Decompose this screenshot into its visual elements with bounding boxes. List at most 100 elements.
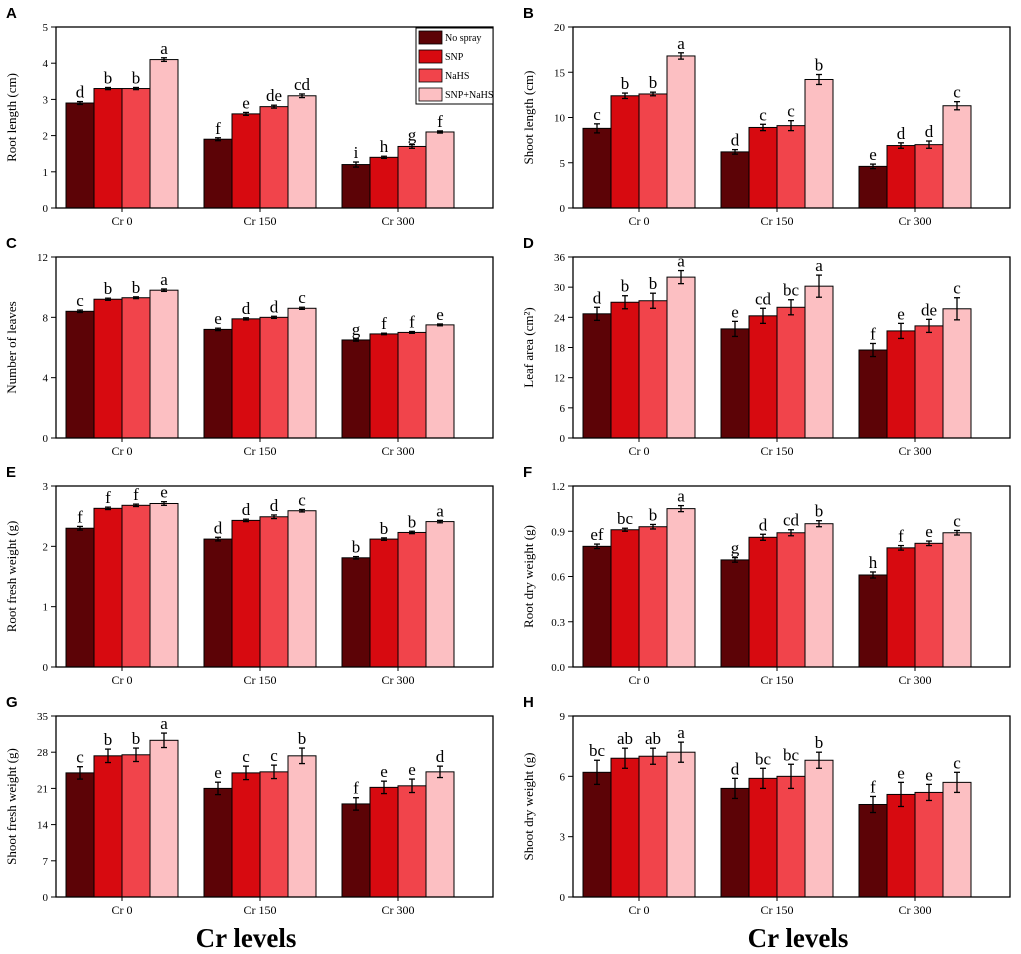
plot-frame xyxy=(572,256,1011,439)
panel-letter: D xyxy=(523,235,534,252)
significance-letter: c xyxy=(76,748,84,767)
x-tick-label: Cr 150 xyxy=(761,444,794,458)
bar xyxy=(886,330,916,439)
bar xyxy=(582,313,612,439)
plot-frame xyxy=(572,485,1011,668)
bar xyxy=(341,339,371,439)
significance-letter: f xyxy=(105,488,111,507)
significance-letter: a xyxy=(677,252,685,271)
y-axis-label: Root dry weight (g) xyxy=(521,525,536,628)
significance-letter: e xyxy=(214,763,222,782)
significance-letter: a xyxy=(815,256,823,275)
y-tick-label: 0 xyxy=(560,892,566,904)
x-tick-label: Cr 150 xyxy=(761,903,794,917)
significance-letter: b xyxy=(104,279,113,298)
significance-letter: c xyxy=(298,491,306,510)
y-tick-label: 3 xyxy=(43,94,49,106)
significance-letter: b xyxy=(649,274,658,293)
x-tick-label: Cr 150 xyxy=(244,444,277,458)
significance-letter: f xyxy=(215,119,221,138)
bar xyxy=(776,125,806,209)
x-tick-label: Cr 0 xyxy=(629,903,650,917)
significance-letter: d xyxy=(897,124,906,143)
significance-letter: c xyxy=(759,105,767,124)
bar xyxy=(341,164,371,209)
y-tick-label: 18 xyxy=(554,343,566,355)
legend-entry: No spray xyxy=(445,33,481,44)
significance-letter: e xyxy=(869,145,877,164)
bar xyxy=(121,88,151,209)
bar xyxy=(149,502,179,668)
significance-letter: b xyxy=(815,502,824,521)
bar xyxy=(287,95,317,209)
significance-letter: a xyxy=(160,714,168,733)
y-tick-label: 3 xyxy=(560,832,566,844)
y-tick-label: 35 xyxy=(37,711,49,723)
panel-letter: E xyxy=(6,464,16,481)
panel-letter: C xyxy=(6,235,17,252)
bar xyxy=(121,754,151,898)
significance-letter: e xyxy=(897,304,905,323)
y-axis-label: Root length (cm) xyxy=(4,73,19,162)
x-tick-label: Cr 0 xyxy=(629,214,650,228)
x-tick-label: Cr 150 xyxy=(244,214,277,228)
significance-letter: e xyxy=(214,309,222,328)
bar xyxy=(666,55,696,209)
panel-letter: G xyxy=(6,694,18,711)
x-tick-label: Cr 150 xyxy=(244,673,277,687)
bar xyxy=(369,786,399,898)
bar xyxy=(397,145,427,209)
significance-letter: d xyxy=(242,500,251,519)
bar xyxy=(341,557,371,668)
significance-letter: c xyxy=(787,102,795,121)
y-tick-label: 1.2 xyxy=(551,481,565,493)
x-tick-label: Cr 300 xyxy=(899,903,932,917)
bar xyxy=(914,325,944,439)
bar xyxy=(287,755,317,898)
y-tick-label: 0 xyxy=(560,433,566,445)
x-axis-title-left: Cr levels xyxy=(196,923,297,953)
significance-letter: ab xyxy=(645,729,661,748)
significance-letter: a xyxy=(677,487,685,506)
significance-letter: e xyxy=(897,763,905,782)
bar xyxy=(942,781,972,898)
y-tick-label: 14 xyxy=(37,820,49,832)
y-tick-label: 36 xyxy=(554,252,566,264)
bar xyxy=(886,793,916,898)
significance-letter: b xyxy=(298,729,307,748)
y-tick-label: 5 xyxy=(560,158,566,170)
bar xyxy=(203,328,233,439)
x-tick-label: Cr 300 xyxy=(382,214,415,228)
significance-letter: d xyxy=(593,288,602,307)
bar xyxy=(203,538,233,668)
significance-letter: c xyxy=(298,288,306,307)
bar xyxy=(858,803,888,898)
bar xyxy=(369,333,399,439)
significance-letter: d xyxy=(214,518,223,537)
bar xyxy=(666,276,696,439)
bar xyxy=(93,88,123,209)
y-tick-label: 0 xyxy=(560,203,566,215)
significance-letter: b xyxy=(621,277,630,296)
bar xyxy=(93,298,123,439)
y-tick-label: 0 xyxy=(43,203,49,215)
bar xyxy=(231,318,261,439)
x-tick-label: Cr 300 xyxy=(382,903,415,917)
bar xyxy=(720,328,750,439)
bar xyxy=(397,331,427,439)
legend-entry: SNP xyxy=(445,52,464,63)
y-axis-label: Root fresh weight (g) xyxy=(4,521,19,633)
y-tick-label: 30 xyxy=(554,282,566,294)
y-tick-label: 0.3 xyxy=(551,617,565,629)
significance-letter: f xyxy=(409,313,415,332)
bar xyxy=(942,532,972,668)
significance-letter: b xyxy=(380,519,389,538)
bar xyxy=(858,165,888,209)
significance-letter: g xyxy=(352,320,361,339)
panel-letter: H xyxy=(523,694,534,711)
significance-letter: f xyxy=(133,485,139,504)
significance-letter: b xyxy=(132,278,141,297)
x-tick-label: Cr 0 xyxy=(112,214,133,228)
chart-panel-a: A Root length (cm) 0 1 2 3 4 5 d f i b e h b de g a cd f Cr … xyxy=(4,5,494,228)
bar xyxy=(776,775,806,898)
